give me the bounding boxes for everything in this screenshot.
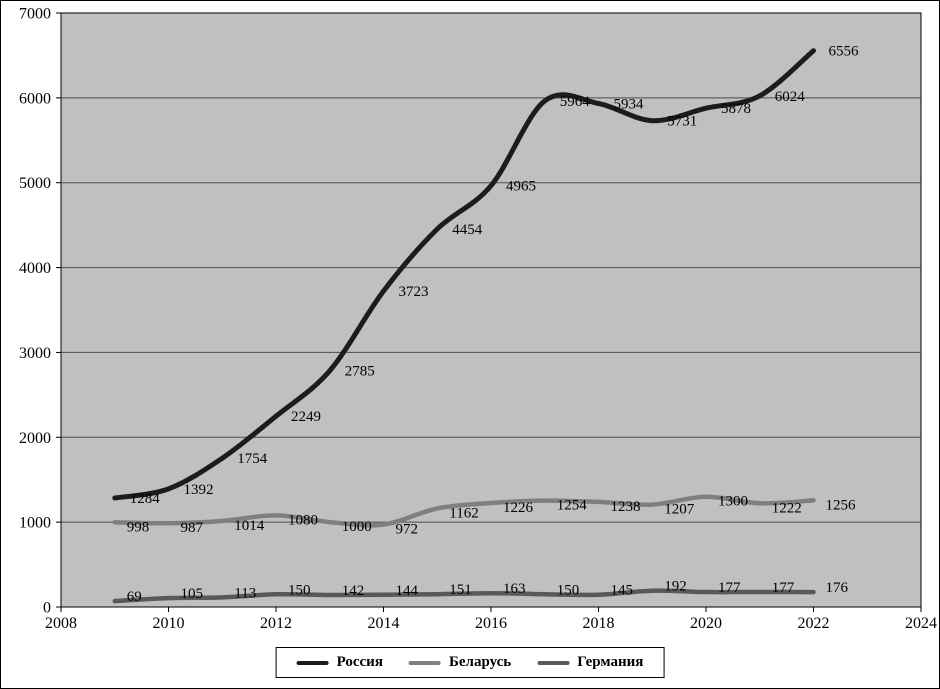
x-tick-label: 2020 — [690, 615, 722, 632]
data-label-series-3: 145 — [611, 583, 634, 599]
legend-line-sample-icon — [408, 660, 441, 665]
data-label-series-3: 142 — [342, 583, 365, 599]
data-label-series-2: 1300 — [718, 494, 748, 510]
data-label-series-1: 5934 — [614, 96, 645, 112]
data-label-series-3: 69 — [127, 589, 142, 605]
x-tick-label: 2018 — [583, 615, 615, 632]
series-line-3 — [112, 588, 816, 604]
data-label-series-3: 177 — [718, 580, 741, 596]
chart-legend: Россия Беларусь Германия — [275, 647, 665, 678]
data-label-series-2: 1256 — [826, 497, 857, 513]
data-label-series-1: 6556 — [829, 44, 860, 60]
data-label-series-1: 5878 — [721, 101, 751, 117]
data-label-series-3: 113 — [234, 585, 256, 601]
legend-line-sample-icon — [537, 660, 570, 665]
data-label-series-3: 177 — [772, 580, 795, 596]
data-label-series-1: 5964 — [560, 94, 591, 110]
data-label-series-1: 5731 — [667, 114, 697, 130]
data-label-series-3: 150 — [557, 582, 580, 598]
data-label-series-2: 987 — [181, 520, 204, 536]
data-label-series-2: 1080 — [288, 512, 318, 528]
data-label-series-2: 1207 — [664, 502, 695, 518]
y-tick-label: 4000 — [19, 260, 51, 277]
data-label-series-2: 1000 — [342, 519, 372, 535]
data-label-series-1: 4965 — [506, 179, 536, 195]
x-tick-label: 2016 — [475, 615, 507, 632]
series-line-1 — [112, 48, 816, 501]
line-chart: 0 1000 2000 3000 4000 5000 6000 7000 2008 2010 201… — [19, 6, 937, 633]
data-label-series-1: 2249 — [291, 409, 321, 425]
x-tick-label: 2022 — [798, 615, 830, 632]
data-label-series-2: 1254 — [557, 498, 588, 514]
y-tick-label: 0 — [43, 600, 51, 617]
legend-item-2: Беларусь — [408, 654, 512, 671]
y-tick-label: 3000 — [19, 345, 51, 362]
data-label-series-3: 163 — [503, 581, 526, 597]
x-tick-label: 2024 — [905, 615, 937, 632]
data-label-series-1: 1754 — [237, 451, 268, 467]
data-label-series-2: 1238 — [611, 499, 641, 515]
data-label-series-1: 3723 — [399, 284, 429, 300]
x-tick-label: 2014 — [368, 615, 400, 632]
legend-item-1: Россия — [296, 654, 383, 671]
series-line-2 — [112, 494, 816, 528]
data-label-series-3: 176 — [826, 580, 849, 596]
data-label-series-2: 998 — [127, 519, 150, 535]
data-label-series-2: 972 — [396, 522, 419, 538]
data-label-series-3: 144 — [396, 583, 419, 599]
data-label-series-3: 150 — [288, 582, 311, 598]
y-tick-label: 5000 — [19, 175, 51, 192]
data-label-series-2: 1226 — [503, 500, 534, 516]
data-label-series-1: 4454 — [452, 222, 483, 238]
legend-label: Германия — [577, 654, 644, 670]
data-label-series-1: 2785 — [345, 364, 375, 380]
data-label-series-3: 105 — [181, 586, 204, 602]
data-label-series-2: 1162 — [449, 505, 478, 521]
data-label-series-3: 151 — [449, 582, 472, 598]
x-tick-label: 2010 — [153, 615, 185, 632]
legend-label: Беларусь — [448, 654, 512, 670]
y-tick-label: 1000 — [19, 515, 51, 532]
data-label-series-2: 1222 — [772, 500, 802, 516]
legend-item-3: Германия — [537, 654, 643, 671]
x-tick-label: 2012 — [260, 615, 292, 632]
legend-label: Россия — [336, 654, 383, 670]
x-tick-label: 2008 — [45, 615, 77, 632]
legend-line-sample-icon — [296, 660, 329, 665]
data-label-series-2: 1014 — [234, 518, 265, 534]
y-tick-label: 7000 — [19, 6, 51, 23]
data-label-series-1: 1392 — [184, 482, 214, 498]
data-label-series-3: 192 — [664, 579, 687, 595]
y-tick-label: 2000 — [19, 430, 51, 447]
data-label-series-1: 6024 — [775, 89, 806, 105]
y-tick-label: 6000 — [19, 90, 51, 107]
data-label-series-1: 1284 — [130, 491, 161, 507]
plot-background — [60, 12, 922, 608]
